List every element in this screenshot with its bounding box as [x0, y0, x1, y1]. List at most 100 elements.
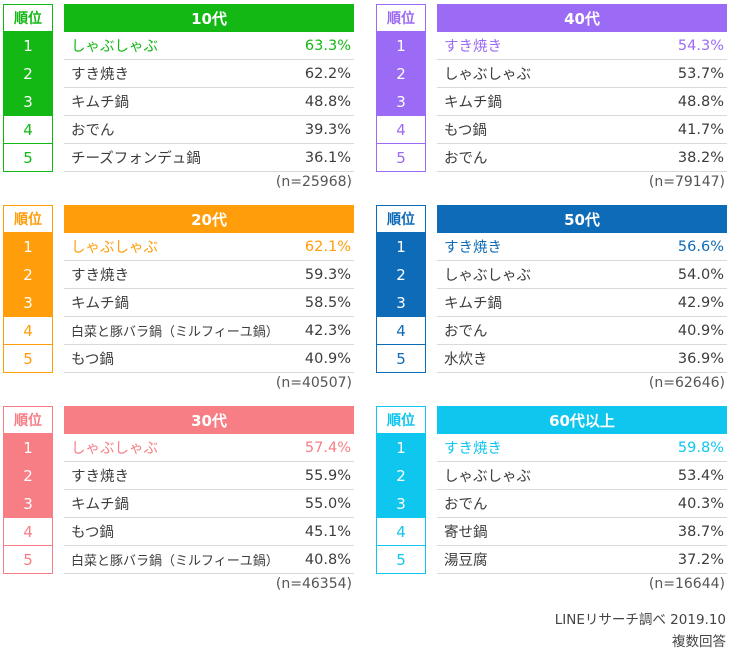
item-name: すき焼き: [444, 240, 502, 256]
item-percent: 41.7%: [677, 121, 724, 138]
ranking-panel: 順位 1 2 3 4 5 40代 すき焼き 54.3% しゃぶしゃぶ 53.7% キムチ鍋 48.8% も…: [373, 0, 728, 192]
rank-header: 順位: [3, 4, 53, 32]
rank-cell: 3: [376, 289, 426, 317]
item-percent: 40.3%: [677, 495, 724, 512]
item-name: おでん: [444, 497, 488, 513]
table-row: しゃぶしゃぶ 63.3%: [64, 32, 354, 60]
table-row: 白菜と豚バラ鍋（ミルフィーユ鍋） 42.3%: [64, 317, 354, 345]
item-percent: 62.2%: [304, 65, 351, 82]
rank-cell: 2: [3, 261, 53, 289]
table-row: すき焼き 56.6%: [437, 233, 727, 261]
item-name: もつ鍋: [71, 352, 114, 368]
table-row: もつ鍋 40.9%: [64, 345, 354, 373]
table-row: もつ鍋 45.1%: [64, 518, 354, 546]
item-name: 白菜と豚バラ鍋（ミルフィーユ鍋）: [71, 325, 279, 340]
ranking-rows: しゃぶしゃぶ 62.1% すき焼き 59.3% キムチ鍋 58.5% 白菜と豚バラ鍋（ミルフ…: [64, 233, 354, 373]
ranking-panel: 順位 1 2 3 4 5 10代 しゃぶしゃぶ 63.3% すき焼き 62.2% キムチ鍋 48.8% お…: [0, 0, 355, 192]
table-row: すき焼き 54.3%: [437, 32, 727, 60]
item-percent: 36.1%: [304, 149, 351, 166]
table-row: おでん 40.3%: [437, 490, 727, 518]
ranking-panel: 順位 1 2 3 4 5 20代 しゃぶしゃぶ 62.1% すき焼き 59.3% キムチ鍋 58.5% 白…: [0, 201, 355, 393]
item-name: もつ鍋: [444, 123, 487, 139]
rank-cell: 1: [376, 233, 426, 261]
item-name: すき焼き: [71, 469, 129, 485]
rank-cell: 2: [376, 462, 426, 490]
ranking-rows: しゃぶしゃぶ 63.3% すき焼き 62.2% キムチ鍋 48.8% おでん 39.3% チーズ…: [64, 32, 354, 172]
rank-cell: 5: [376, 345, 426, 373]
item-name: 湯豆腐: [444, 553, 488, 569]
table-row: おでん 40.9%: [437, 317, 727, 345]
table-row: しゃぶしゃぶ 62.1%: [64, 233, 354, 261]
table-row: キムチ鍋 48.8%: [64, 88, 354, 116]
item-name: キムチ鍋: [444, 95, 502, 111]
rank-cell: 5: [376, 144, 426, 172]
ranking-rows: すき焼き 59.8% しゃぶしゃぶ 53.4% おでん 40.3% 寄せ鍋 38.7% 湯豆腐 3…: [437, 434, 727, 574]
table-row: キムチ鍋 55.0%: [64, 490, 354, 518]
item-percent: 57.4%: [304, 439, 351, 456]
rank-cell: 5: [3, 144, 53, 172]
rank-cell: 2: [3, 462, 53, 490]
item-name: しゃぶしゃぶ: [444, 469, 531, 485]
rank-column: 順位 1 2 3 4 5: [3, 4, 53, 172]
sample-size: (n=40507): [275, 375, 352, 391]
item-name: おでん: [71, 123, 115, 139]
rank-cell: 4: [3, 116, 53, 144]
sample-size: (n=16644): [648, 576, 725, 592]
answer-note: 複数回答: [672, 634, 726, 650]
ranking-rows: すき焼き 54.3% しゃぶしゃぶ 53.7% キムチ鍋 48.8% もつ鍋 41.7% おでん…: [437, 32, 727, 172]
item-name: すき焼き: [444, 441, 502, 457]
item-name: 水炊き: [444, 352, 488, 368]
item-name: キムチ鍋: [71, 95, 129, 111]
table-row: しゃぶしゃぶ 53.7%: [437, 60, 727, 88]
table-row: しゃぶしゃぶ 54.0%: [437, 261, 727, 289]
rank-cell: 4: [376, 518, 426, 546]
rank-cell: 2: [3, 60, 53, 88]
table-row: キムチ鍋 58.5%: [64, 289, 354, 317]
item-name: すき焼き: [71, 67, 129, 83]
sample-size: (n=62646): [648, 375, 725, 391]
panel-title: 50代: [437, 205, 727, 233]
item-percent: 54.3%: [677, 37, 724, 54]
table-row: もつ鍋 41.7%: [437, 116, 727, 144]
sample-size: (n=79147): [648, 174, 725, 190]
item-percent: 54.0%: [677, 266, 724, 283]
item-percent: 37.2%: [677, 551, 724, 568]
rank-cell: 1: [3, 32, 53, 60]
rank-cell: 1: [3, 434, 53, 462]
rank-header: 順位: [3, 205, 53, 233]
rank-column: 順位 1 2 3 4 5: [376, 205, 426, 373]
ranking-panel: 順位 1 2 3 4 5 60代以上 すき焼き 59.8% しゃぶしゃぶ 53.4% おでん 40.3%…: [373, 402, 728, 594]
item-percent: 45.1%: [304, 523, 351, 540]
item-percent: 42.3%: [304, 322, 351, 339]
item-percent: 36.9%: [677, 350, 724, 367]
item-percent: 48.8%: [677, 93, 724, 110]
item-percent: 55.9%: [304, 467, 351, 484]
table-row: しゃぶしゃぶ 53.4%: [437, 462, 727, 490]
item-percent: 56.6%: [677, 238, 724, 255]
item-percent: 58.5%: [304, 294, 351, 311]
rank-cell: 5: [376, 546, 426, 574]
ranking-panel: 順位 1 2 3 4 5 30代 しゃぶしゃぶ 57.4% すき焼き 55.9% キムチ鍋 55.0% も…: [0, 402, 355, 594]
item-name: キムチ鍋: [444, 296, 502, 312]
rank-cell: 3: [3, 490, 53, 518]
rank-cell: 3: [376, 490, 426, 518]
rank-header: 順位: [376, 406, 426, 434]
item-percent: 40.9%: [304, 350, 351, 367]
table-row: おでん 38.2%: [437, 144, 727, 172]
table-row: チーズフォンデュ鍋 36.1%: [64, 144, 354, 172]
sample-size: (n=25968): [275, 174, 352, 190]
item-name: おでん: [444, 324, 488, 340]
item-percent: 53.4%: [677, 467, 724, 484]
item-name: キムチ鍋: [71, 296, 129, 312]
rank-cell: 5: [3, 345, 53, 373]
item-name: すき焼き: [444, 39, 502, 55]
item-percent: 63.3%: [304, 37, 351, 54]
rank-header: 順位: [376, 205, 426, 233]
table-row: 水炊き 36.9%: [437, 345, 727, 373]
ranking-rows: すき焼き 56.6% しゃぶしゃぶ 54.0% キムチ鍋 42.9% おでん 40.9% 水炊き…: [437, 233, 727, 373]
item-name: もつ鍋: [71, 525, 114, 541]
rank-cell: 1: [376, 32, 426, 60]
panel-title: 20代: [64, 205, 354, 233]
sample-size: (n=46354): [275, 576, 352, 592]
rank-cell: 5: [3, 546, 53, 574]
